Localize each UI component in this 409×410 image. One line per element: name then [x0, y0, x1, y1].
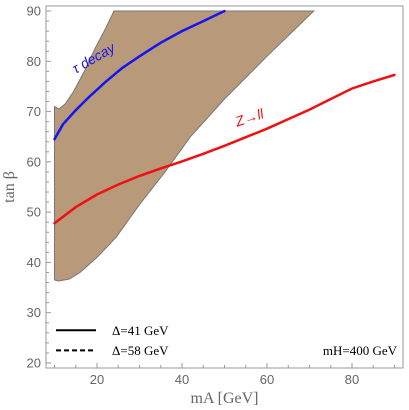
x-tick-label: 80 — [345, 372, 359, 387]
y-tick-label: 40 — [27, 255, 41, 270]
y-tick-label: 70 — [27, 104, 41, 119]
x-tick-label: 20 — [90, 372, 104, 387]
y-tick-label: 30 — [27, 305, 41, 320]
legend-label: Δ=41 GeV — [112, 323, 169, 338]
x-axis: 20 40 60 80 — [54, 363, 395, 387]
x-axis-title: mA [GeV] — [191, 390, 259, 407]
y-tick-label: 60 — [27, 154, 41, 169]
y-axis: 20 30 40 50 60 70 80 90 — [27, 4, 51, 370]
mass-annotation: mH=400 GeV — [323, 343, 398, 358]
z-ll-label: Z→ll — [232, 105, 266, 130]
region-group — [54, 10, 316, 282]
x-tick-label: 60 — [260, 372, 274, 387]
y-axis-title: tan β — [1, 171, 18, 203]
y-tick-label: 50 — [27, 205, 41, 220]
y-tick-label: 90 — [27, 4, 41, 19]
legend: Δ=41 GeV Δ=58 GeV — [56, 323, 169, 358]
x-tick-label: 40 — [175, 372, 189, 387]
allowed-region — [54, 10, 316, 282]
y-tick-label: 80 — [27, 54, 41, 69]
y-tick-label: 20 — [27, 355, 41, 370]
series-line-tau-decay — [53, 9, 226, 141]
legend-label: Δ=58 GeV — [112, 343, 169, 358]
series-line-z-ll — [53, 73, 396, 225]
series-group — [53, 9, 396, 225]
